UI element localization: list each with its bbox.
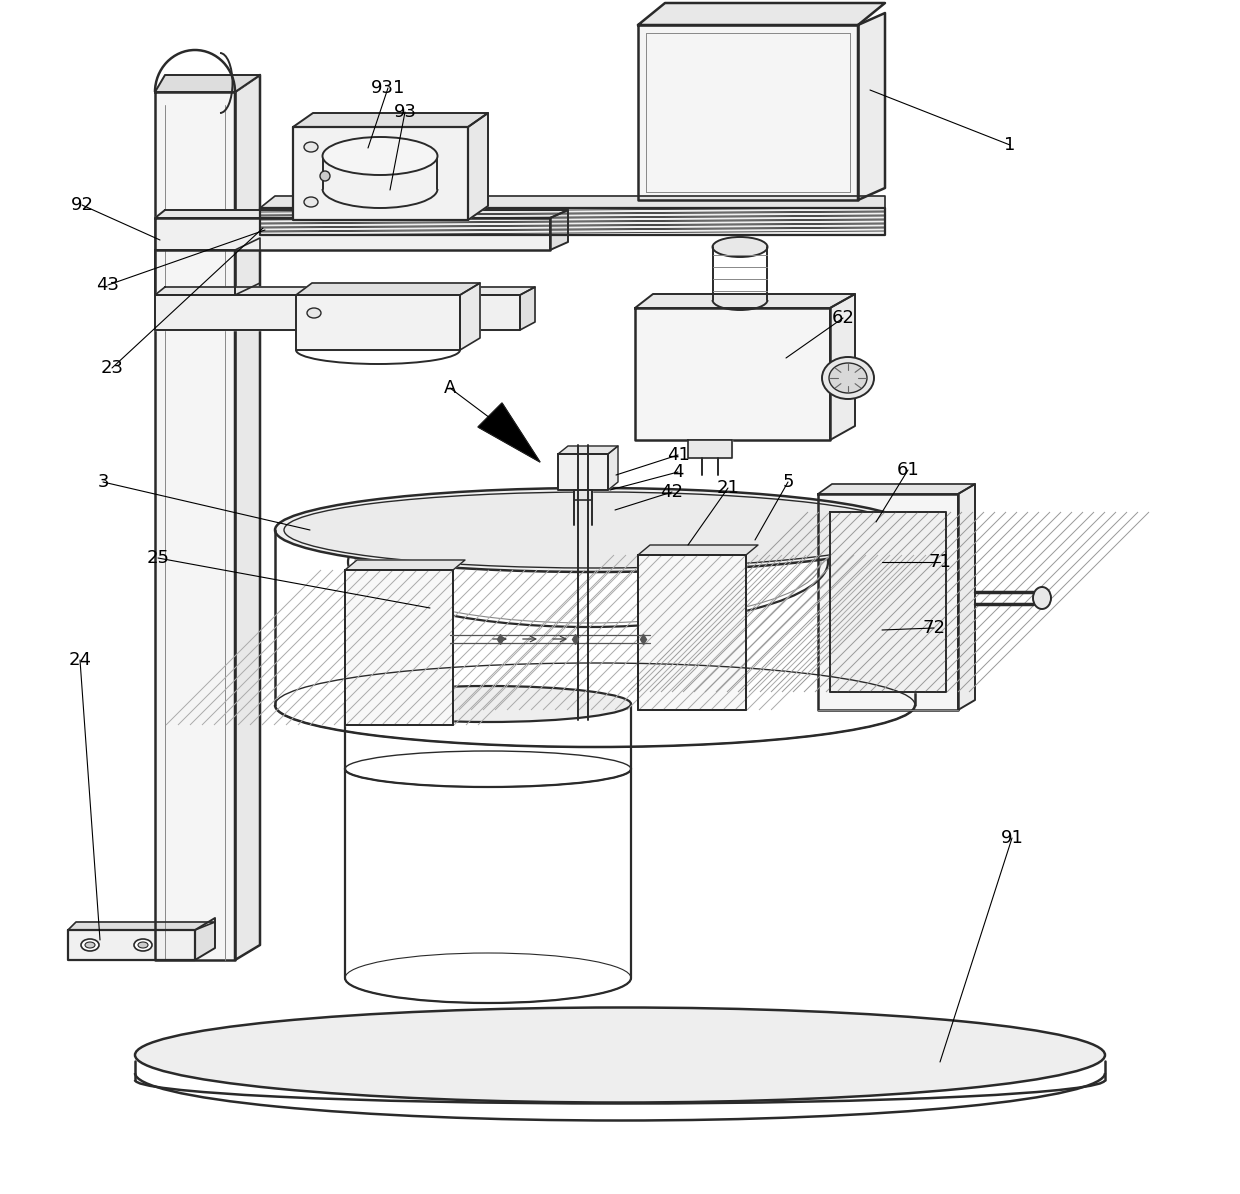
Polygon shape	[293, 113, 489, 127]
Polygon shape	[460, 283, 480, 350]
Polygon shape	[959, 484, 975, 710]
Polygon shape	[260, 216, 885, 223]
Polygon shape	[345, 570, 453, 725]
Text: 24: 24	[68, 651, 92, 669]
Ellipse shape	[308, 308, 321, 318]
Polygon shape	[260, 224, 885, 230]
Ellipse shape	[135, 1008, 1105, 1102]
Text: 42: 42	[661, 484, 683, 501]
Polygon shape	[345, 560, 465, 570]
Text: 93: 93	[393, 103, 417, 121]
Ellipse shape	[304, 197, 317, 207]
Polygon shape	[236, 238, 260, 295]
Polygon shape	[818, 484, 975, 494]
Text: 62: 62	[832, 309, 854, 327]
Polygon shape	[68, 930, 195, 960]
Polygon shape	[558, 454, 608, 490]
Text: 25: 25	[146, 549, 170, 567]
Polygon shape	[635, 308, 830, 441]
Ellipse shape	[1033, 587, 1052, 609]
Polygon shape	[818, 494, 959, 710]
Polygon shape	[830, 512, 946, 693]
Ellipse shape	[81, 938, 99, 950]
Text: 61: 61	[897, 461, 919, 479]
Text: 5: 5	[782, 473, 794, 491]
Polygon shape	[260, 196, 885, 208]
Polygon shape	[68, 922, 215, 930]
Text: 4: 4	[672, 463, 683, 481]
Polygon shape	[639, 544, 758, 555]
Ellipse shape	[134, 938, 153, 950]
Polygon shape	[155, 75, 260, 92]
Polygon shape	[155, 295, 520, 330]
Polygon shape	[296, 283, 480, 295]
Polygon shape	[639, 4, 885, 25]
Polygon shape	[236, 75, 260, 960]
Polygon shape	[155, 210, 568, 219]
Polygon shape	[467, 113, 489, 220]
Polygon shape	[551, 210, 568, 250]
Polygon shape	[260, 220, 885, 227]
Ellipse shape	[138, 942, 148, 948]
Polygon shape	[155, 219, 551, 250]
Polygon shape	[260, 208, 885, 235]
Ellipse shape	[284, 492, 906, 568]
Polygon shape	[477, 404, 539, 462]
Text: A: A	[444, 378, 456, 396]
Polygon shape	[155, 92, 236, 960]
Ellipse shape	[322, 137, 438, 176]
Polygon shape	[635, 294, 856, 308]
Polygon shape	[830, 294, 856, 441]
Text: 43: 43	[97, 276, 119, 294]
Ellipse shape	[822, 357, 874, 399]
Polygon shape	[260, 228, 885, 235]
Polygon shape	[195, 918, 215, 960]
Polygon shape	[574, 490, 591, 500]
Polygon shape	[155, 250, 236, 295]
Text: 21: 21	[717, 479, 739, 497]
Ellipse shape	[275, 488, 915, 572]
Polygon shape	[639, 25, 858, 201]
Polygon shape	[558, 447, 618, 454]
Ellipse shape	[86, 942, 95, 948]
Polygon shape	[608, 447, 618, 490]
Text: 3: 3	[97, 473, 109, 491]
Text: 72: 72	[923, 618, 945, 638]
Text: 92: 92	[71, 196, 93, 214]
Ellipse shape	[304, 142, 317, 152]
Text: 23: 23	[100, 359, 124, 377]
Polygon shape	[155, 287, 534, 295]
Polygon shape	[639, 555, 746, 710]
Polygon shape	[688, 441, 732, 458]
Text: 41: 41	[667, 447, 689, 464]
Text: 91: 91	[1001, 829, 1023, 847]
Polygon shape	[858, 13, 885, 201]
Ellipse shape	[320, 171, 330, 181]
Text: 71: 71	[929, 553, 951, 571]
Polygon shape	[520, 287, 534, 330]
Polygon shape	[260, 208, 885, 215]
Ellipse shape	[345, 687, 631, 722]
Text: 1: 1	[1004, 136, 1016, 154]
Ellipse shape	[713, 236, 768, 257]
Polygon shape	[260, 213, 885, 219]
Polygon shape	[293, 127, 467, 220]
Polygon shape	[296, 295, 460, 350]
Ellipse shape	[830, 363, 867, 393]
Text: 931: 931	[371, 79, 405, 97]
